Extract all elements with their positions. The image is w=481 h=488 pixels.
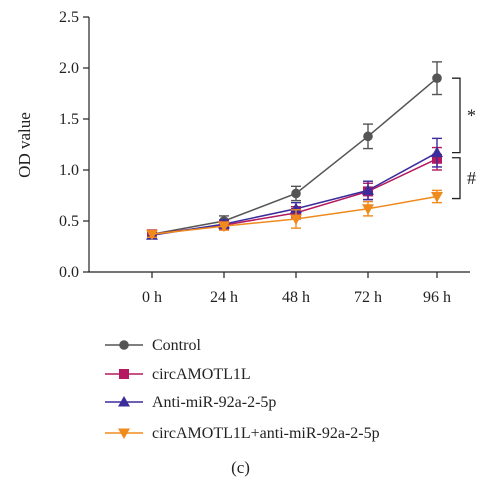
y-ticks: 0.0 0.5 1.0 1.5 2.0 2.5 <box>59 9 89 281</box>
bracket-line <box>452 157 461 200</box>
data-point <box>362 204 374 215</box>
y-tick-label: 2.0 <box>59 60 79 77</box>
legend-marker <box>119 340 129 350</box>
significance-bracket: * <box>452 77 476 154</box>
series-3 <box>146 189 443 241</box>
legend-item: circAMOTL1L <box>105 366 251 383</box>
data-point <box>431 146 443 158</box>
significance-annotations: *# <box>452 77 476 200</box>
x-tick-label: 48 h <box>282 289 310 306</box>
data-point <box>362 184 374 195</box>
legend-marker <box>118 428 130 439</box>
significance-symbol: * <box>467 105 476 125</box>
y-tick-label: 2.5 <box>59 9 79 26</box>
x-ticks: 0 h 24 h 48 h 72 h 96 h <box>142 272 451 306</box>
legend-label: circAMOTL1L <box>152 366 251 383</box>
data-point <box>290 202 302 214</box>
x-tick-label: 72 h <box>354 289 382 306</box>
significance-bracket: # <box>452 157 476 200</box>
legend-item: Anti-miR-92a-2-5p <box>105 394 276 411</box>
data-point <box>432 73 442 83</box>
data-point <box>218 221 230 233</box>
bracket-line <box>452 77 461 154</box>
data-point <box>146 229 158 241</box>
od-line-chart: 0.0 0.5 1.0 1.5 2.0 2.5 0 h 24 h 48 h 72 h 96 h O… <box>15 9 476 442</box>
x-tick-label: 96 h <box>423 289 451 306</box>
axes <box>88 17 470 273</box>
x-tick-label: 0 h <box>142 289 162 306</box>
significance-symbol: # <box>467 168 476 188</box>
legend-item: Control <box>105 337 201 354</box>
y-tick-label: 1.0 <box>59 162 79 179</box>
data-point <box>291 188 301 199</box>
x-tick-label: 24 h <box>210 289 238 306</box>
legend-label: circAMOTL1L+anti-miR-92a-2-5p <box>152 425 380 442</box>
y-tick-label: 1.5 <box>59 111 79 128</box>
data-point <box>431 192 443 203</box>
data-point <box>363 131 373 142</box>
y-tick-label: 0.5 <box>59 213 79 230</box>
y-axis-title: OD value <box>15 112 34 178</box>
data-point <box>290 214 302 225</box>
legend-marker <box>119 369 129 379</box>
legend-item: circAMOTL1L+anti-miR-92a-2-5p <box>105 425 380 442</box>
legend-label: Anti-miR-92a-2-5p <box>152 394 276 411</box>
legend: Control circAMOTL1L Anti-miR-92a-2-5p circA… <box>105 337 380 442</box>
panel-label: (c) <box>231 458 250 477</box>
y-tick-label: 0.0 <box>59 264 79 281</box>
legend-marker <box>118 396 130 407</box>
series-layer <box>146 61 443 241</box>
legend-label: Control <box>152 337 201 354</box>
